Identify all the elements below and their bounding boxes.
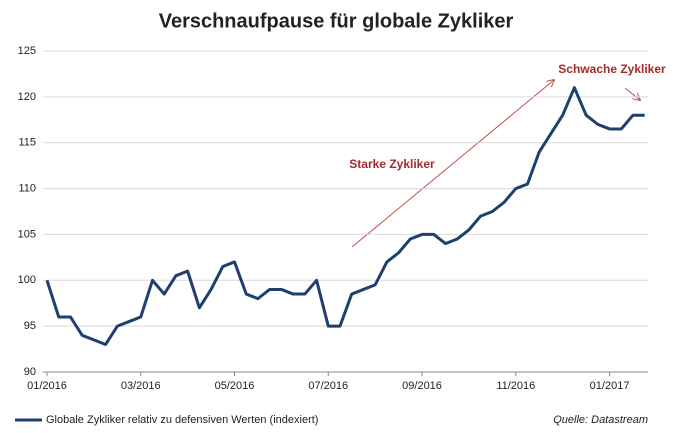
y-tick-label: 90 [24, 366, 36, 378]
x-tick-label: 01/2016 [27, 380, 67, 392]
x-tick-label: 01/2017 [590, 380, 630, 392]
x-tick-label: 07/2016 [308, 380, 348, 392]
source: Quelle: Datastream [553, 414, 648, 426]
legend-label: Globale Zykliker relativ zu defensiven W… [46, 414, 318, 426]
y-tick-label: 105 [18, 228, 36, 240]
annotation: Schwache Zykliker [558, 62, 666, 76]
x-tick-label: 03/2016 [121, 380, 161, 392]
chart-title: Verschnaufpause für globale Zykliker [159, 10, 514, 32]
annotation: Starke Zykliker [349, 157, 435, 171]
y-tick-label: 110 [18, 182, 36, 194]
y-tick-label: 115 [18, 137, 36, 149]
arrow [351, 80, 554, 248]
y-tick-label: 95 [24, 320, 36, 332]
y-tick-label: 120 [18, 91, 36, 103]
arrow [624, 87, 640, 100]
y-tick-label: 125 [18, 45, 36, 57]
line [45, 86, 645, 346]
y-tick-label: 100 [18, 274, 36, 286]
x-tick-label: 09/2016 [402, 380, 442, 392]
x-tick-label: 11/2016 [496, 380, 535, 392]
x-tick-label: 05/2016 [215, 380, 255, 392]
